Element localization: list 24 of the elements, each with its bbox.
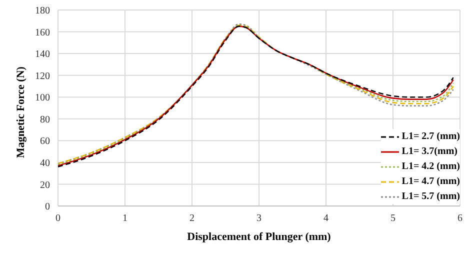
y-tick-label: 100 xyxy=(35,92,50,104)
y-axis-title: Magnetic Force (N) xyxy=(14,66,27,158)
x-tick-label: 0 xyxy=(56,213,60,224)
legend-label: L1= 3.7(mm) xyxy=(402,146,458,157)
x-axis-title: Displacement of Plunger (mm) xyxy=(187,231,332,243)
y-tick-label: 180 xyxy=(35,6,50,17)
y-tick-label: 80 xyxy=(40,114,50,126)
y-tick-label: 0 xyxy=(45,202,50,213)
y-tick-label: 60 xyxy=(40,136,50,148)
y-tick-label: 120 xyxy=(35,70,50,82)
legend-label: L1= 5.7 (mm) xyxy=(402,191,460,202)
y-tick-label: 160 xyxy=(35,27,50,38)
legend-label: L1= 4.7 (mm) xyxy=(402,176,460,187)
x-tick-label: 2 xyxy=(190,213,194,224)
x-tick-label: 4 xyxy=(324,213,328,224)
legend-label: L1= 4.2 (mm) xyxy=(402,161,460,172)
x-tick-label: 1 xyxy=(122,213,128,224)
legend-label: L1= 2.7 (mm) xyxy=(402,131,460,142)
y-tick-label: 40 xyxy=(40,158,50,169)
y-tick-label: 20 xyxy=(40,180,50,191)
y-tick-label: 140 xyxy=(35,49,50,60)
x-tick-label: 5 xyxy=(390,213,396,224)
x-tick-label: 6 xyxy=(458,213,462,224)
x-tick-label: 3 xyxy=(256,213,262,224)
